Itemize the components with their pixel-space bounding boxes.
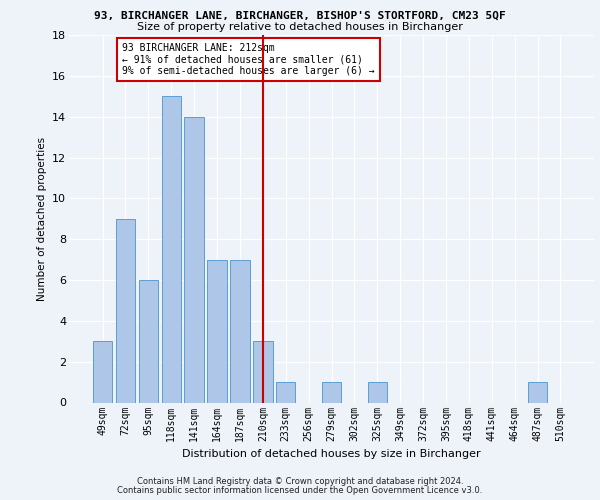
Text: Size of property relative to detached houses in Birchanger: Size of property relative to detached ho… <box>137 22 463 32</box>
Bar <box>161 96 181 403</box>
Text: 93 BIRCHANGER LANE: 212sqm
← 91% of detached houses are smaller (61)
9% of semi-: 93 BIRCHANGER LANE: 212sqm ← 91% of deta… <box>122 43 374 76</box>
Bar <box>253 341 272 402</box>
Text: Contains public sector information licensed under the Open Government Licence v3: Contains public sector information licen… <box>118 486 482 495</box>
X-axis label: Distribution of detached houses by size in Birchanger: Distribution of detached houses by size … <box>182 449 481 459</box>
Bar <box>116 219 135 402</box>
Bar <box>528 382 547 402</box>
Bar <box>93 341 112 402</box>
Bar <box>276 382 295 402</box>
Text: Contains HM Land Registry data © Crown copyright and database right 2024.: Contains HM Land Registry data © Crown c… <box>137 478 463 486</box>
Text: 93, BIRCHANGER LANE, BIRCHANGER, BISHOP'S STORTFORD, CM23 5QF: 93, BIRCHANGER LANE, BIRCHANGER, BISHOP'… <box>94 11 506 21</box>
Bar <box>184 116 204 403</box>
Y-axis label: Number of detached properties: Number of detached properties <box>37 136 47 301</box>
Bar <box>368 382 387 402</box>
Bar <box>139 280 158 402</box>
Bar <box>230 260 250 402</box>
Bar <box>208 260 227 402</box>
Bar <box>322 382 341 402</box>
